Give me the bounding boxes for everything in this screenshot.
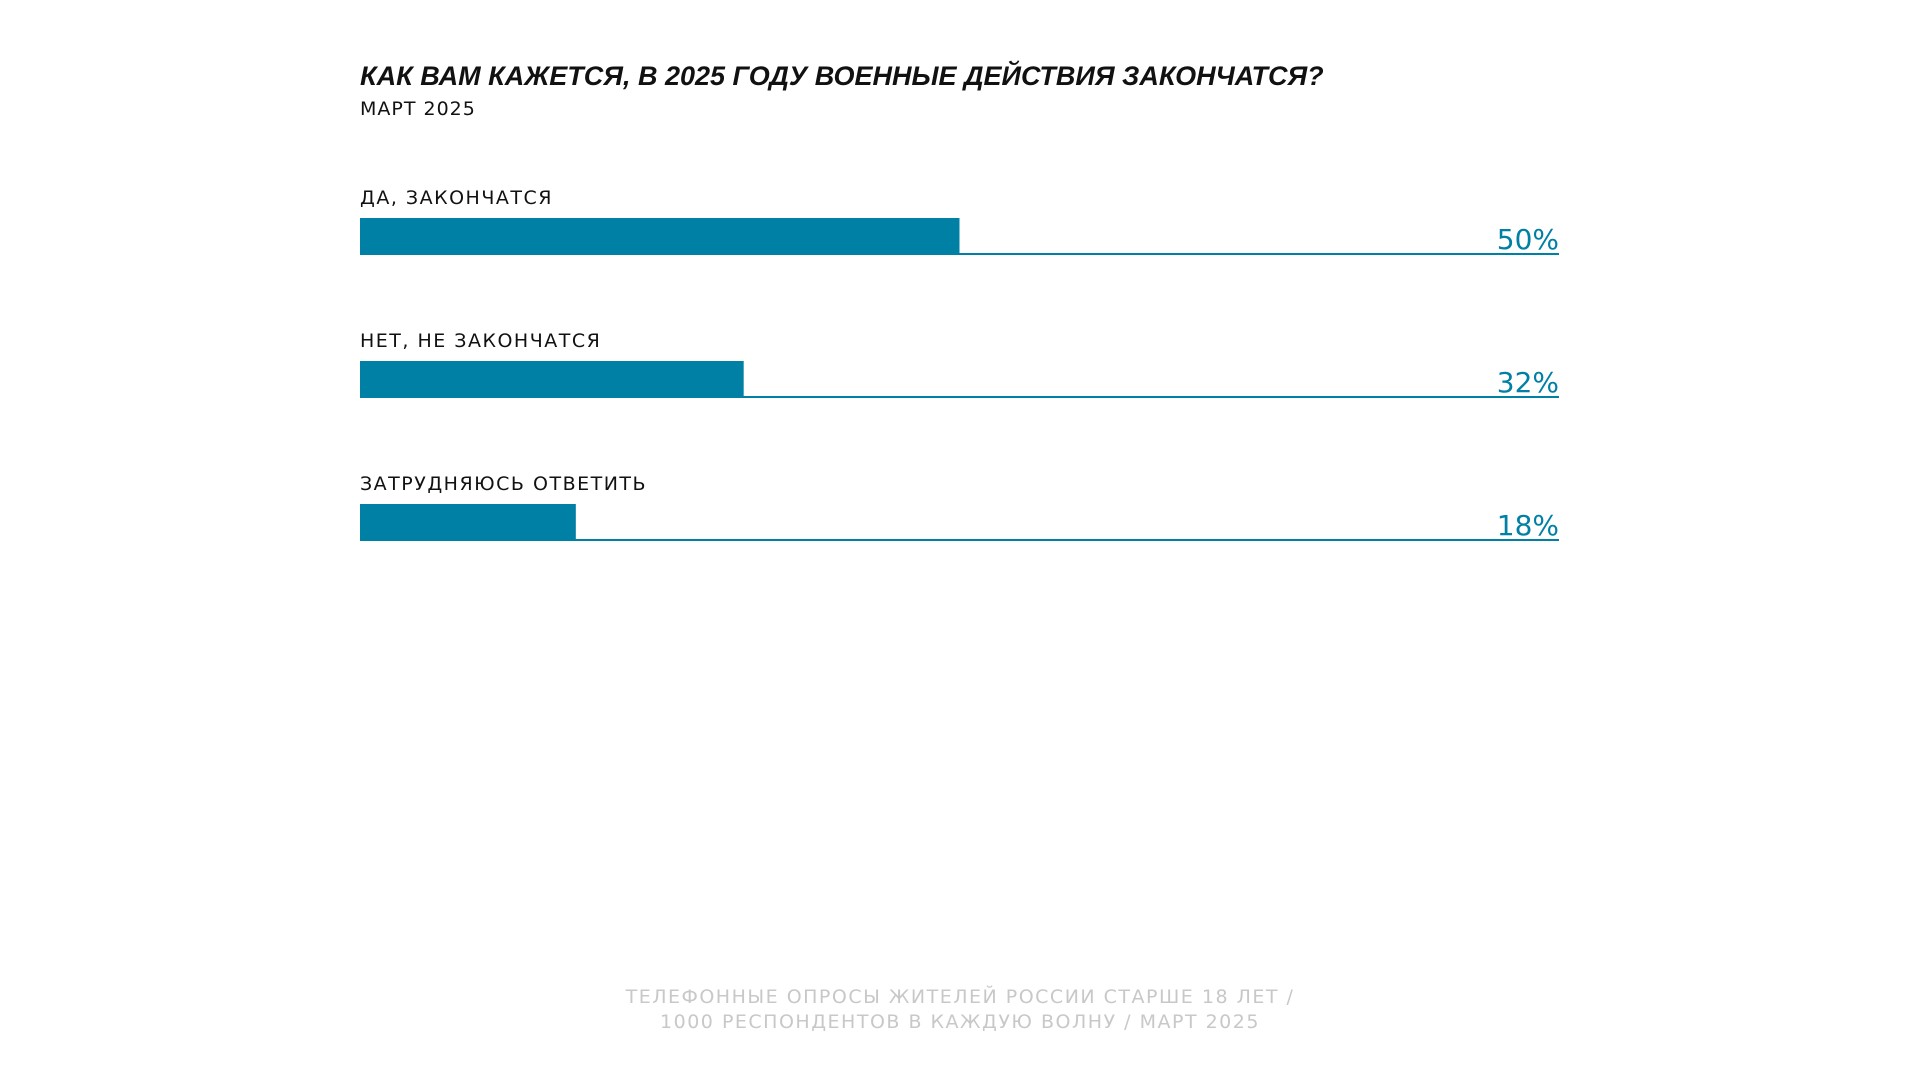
category-label: НЕТ, НЕ ЗАКОНЧАТСЯ bbox=[360, 330, 601, 352]
value-label: 18% bbox=[1497, 509, 1559, 542]
footer-line: 1000 РЕСПОНДЕНТОВ В КАЖДУЮ ВОЛНУ / МАРТ … bbox=[660, 1011, 1260, 1033]
bar bbox=[360, 218, 960, 255]
category-label: ДА, ЗАКОНЧАТСЯ bbox=[360, 187, 553, 209]
bar bbox=[360, 361, 744, 398]
category-label: ЗАТРУДНЯЮСЬ ОТВЕТИТЬ bbox=[360, 473, 647, 495]
chart-title: КАК ВАМ КАЖЕТСЯ, В 2025 ГОДУ ВОЕННЫЕ ДЕЙ… bbox=[360, 59, 1324, 91]
value-label: 32% bbox=[1497, 366, 1559, 399]
footer-line: ТЕЛЕФОННЫЕ ОПРОСЫ ЖИТЕЛЕЙ РОССИИ СТАРШЕ … bbox=[625, 985, 1295, 1008]
bar bbox=[360, 504, 576, 541]
value-label: 50% bbox=[1497, 223, 1559, 256]
chart-subtitle: МАРТ 2025 bbox=[360, 98, 476, 120]
